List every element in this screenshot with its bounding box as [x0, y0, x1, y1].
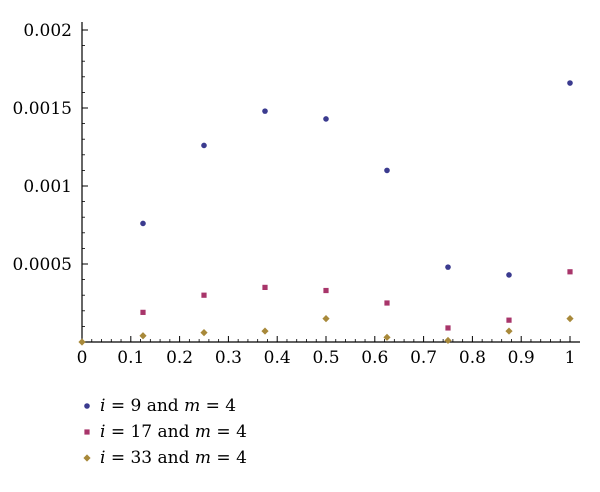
data-point — [78, 338, 86, 346]
data-point — [445, 264, 451, 270]
series-3 — [78, 315, 574, 346]
legend-item-3: i = 33 and m = 4 — [83, 448, 247, 468]
x-tick-label: 1 — [565, 348, 576, 368]
legend-label-part: = 4 — [211, 448, 247, 468]
legend-label-part: m — [195, 422, 211, 442]
x-tick-label: 0.1 — [117, 348, 144, 368]
data-point — [201, 292, 207, 298]
data-point — [261, 327, 269, 335]
legend-label-part: m — [195, 448, 211, 468]
data-point — [140, 220, 146, 227]
x-tick-label: 0.6 — [361, 348, 388, 368]
data-point — [200, 329, 208, 337]
legend: i = 9 and m = 4i = 17 and m = 4i = 33 an… — [83, 396, 247, 468]
data-point — [567, 80, 573, 86]
legend-label: i = 17 and m = 4 — [100, 422, 247, 442]
legend-label: i = 33 and m = 4 — [100, 448, 247, 468]
legend-marker — [84, 429, 90, 435]
legend-label-part: = 4 — [211, 422, 247, 442]
series-1 — [140, 80, 573, 278]
data-points — [78, 80, 574, 346]
legend-label-part: m — [184, 396, 200, 416]
data-point — [567, 269, 573, 275]
y-axis-ticks: 0.0005 0.001 0.0015 0.002 — [13, 21, 88, 327]
x-tick-label: 0.8 — [459, 348, 486, 368]
legend-label-part: = 33 and — [105, 448, 194, 468]
x-tick-label: 0.3 — [215, 348, 242, 368]
legend-label-part: i — [100, 396, 105, 416]
data-point — [322, 315, 330, 323]
data-point — [505, 327, 513, 335]
data-point — [566, 315, 574, 323]
data-point — [384, 167, 390, 174]
data-point — [445, 325, 451, 331]
data-point — [506, 272, 512, 278]
data-point — [262, 108, 268, 114]
y-tick-label: 0.001 — [23, 177, 72, 197]
x-tick-label: 0.4 — [264, 348, 291, 368]
x-tick-label: 0.5 — [312, 348, 339, 368]
legend-item-1: i = 9 and m = 4 — [84, 396, 236, 416]
x-tick-label: 0.9 — [508, 348, 535, 368]
axes: 0 0.1 0.2 0.3 0.4 0.5 0.6 0.7 0.8 0.9 1 0.00050.00… — [13, 21, 580, 368]
legend-label-part: = 9 and — [105, 396, 184, 416]
data-point — [323, 116, 329, 122]
y-tick-label: 0.002 — [23, 21, 72, 41]
data-point — [139, 332, 147, 340]
data-point — [140, 309, 146, 315]
legend-label-part: = 4 — [200, 396, 236, 416]
legend-marker — [83, 454, 91, 462]
data-point — [262, 284, 268, 290]
x-axis-ticks: 0 0.1 0.2 0.3 0.4 0.5 0.6 0.7 0.8 0.9 1 — [77, 336, 576, 368]
legend-label-part: i — [100, 448, 105, 468]
legend-marker — [84, 403, 90, 409]
x-tick-label: 0 — [77, 348, 88, 368]
data-point — [506, 317, 512, 323]
data-point — [323, 287, 329, 294]
legend-item-2: i = 17 and m = 4 — [84, 422, 247, 442]
legend-label-part: i — [100, 422, 105, 442]
x-tick-label: 0.7 — [410, 348, 437, 368]
legend-label: i = 9 and m = 4 — [100, 396, 236, 416]
series-2 — [140, 269, 573, 331]
y-tick-label: 0.0015 — [13, 99, 72, 119]
y-tick-label: 0.0005 — [13, 255, 72, 275]
data-point — [201, 142, 207, 149]
data-point — [383, 333, 391, 341]
data-point — [444, 336, 452, 345]
data-point — [384, 300, 390, 306]
legend-label-part: = 17 and — [105, 422, 194, 442]
x-tick-label: 0.2 — [166, 348, 193, 368]
